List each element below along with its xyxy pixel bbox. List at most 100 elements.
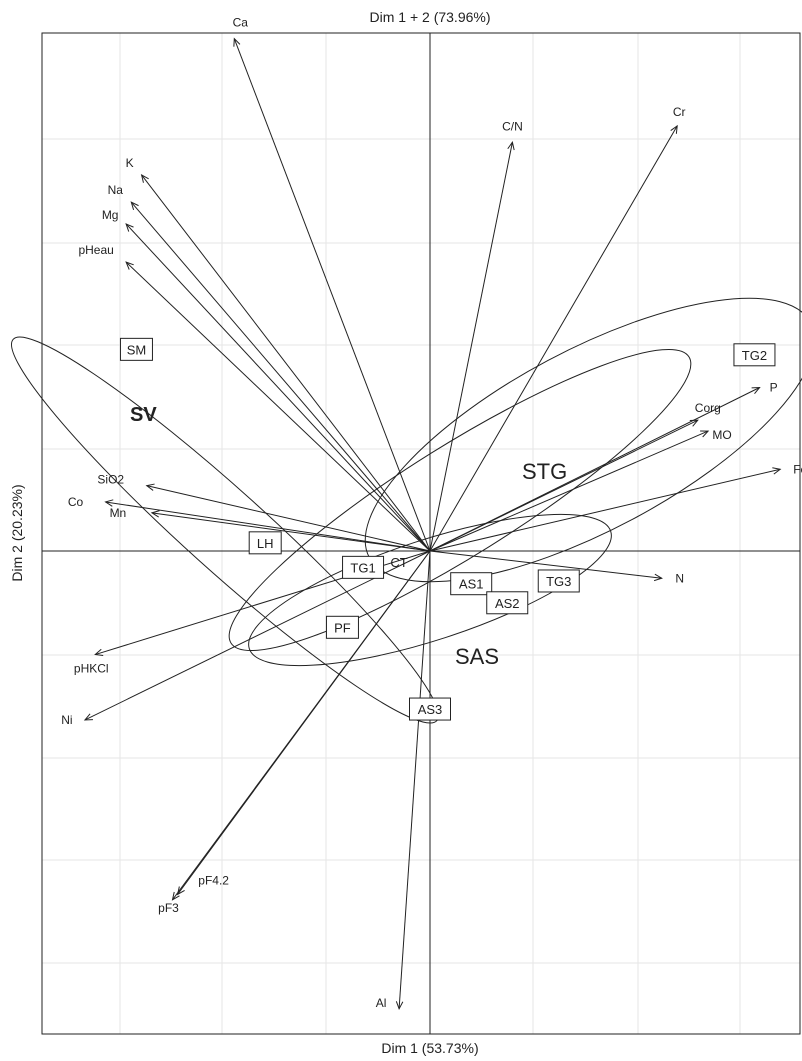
grid [42,33,800,1034]
group-box-lh [248,531,282,555]
arrowhead-fe [772,467,782,475]
arrow-mo [429,430,709,552]
variable-label-mo: MO [712,428,731,442]
arrowhead-mn [150,510,160,518]
group-tg1: TG1 [342,555,385,579]
cluster-label-sas: SAS [455,644,499,669]
group-as3: AS3 [409,697,451,721]
group-box-as1 [450,572,493,596]
variable-label-pheau: pHeau [78,243,113,257]
arrow-pheau [125,261,431,552]
arrow-na [130,201,431,552]
arrowhead-pf4-2 [176,886,185,896]
group-label-sm: SM [127,342,147,357]
group-box-sm [119,337,153,361]
arrow-ca [233,38,431,552]
group-as1: AS1 [450,572,493,596]
group-tg3: TG3 [537,569,580,593]
group-box-tg2 [733,343,776,367]
variable-label-mg: Mg [102,208,119,222]
variable-label-na: Na [108,183,124,197]
variable-label-al: Al [376,996,387,1010]
group-sm: SM [119,337,153,361]
arrowhead-p [751,386,761,394]
arrow-sio2 [146,485,431,552]
arrowhead-co [104,499,114,507]
group-lh: LH [248,531,282,555]
group-label-as3: AS3 [418,702,443,717]
arrow-pf3 [172,550,431,901]
arrow-k [141,174,431,552]
group-box-as2 [486,591,529,615]
arrowhead-mg [125,223,134,232]
arrowhead-k [140,173,149,183]
variable-label-mn: Mn [110,506,127,520]
variable-label-cr: Cr [673,105,686,119]
variable-label-co: Co [68,495,84,509]
variable-label-phkcl: pHKCl [74,662,109,676]
arrow-mg [125,223,431,552]
cluster-label-sv: SV [130,404,157,426]
plot-frame [41,32,801,1035]
arrow-n [429,550,662,579]
arrow-corg [429,419,699,552]
variable-label-p: P [770,381,778,395]
arrowhead-c-n [507,141,515,151]
arrowhead-sio2 [145,483,155,491]
cluster-label-stg: STG [522,459,567,484]
arrow-c-n [429,142,513,552]
group-labels: SM TG2 LH TG1 CT AS1 TG3 AS2 PF AS3 [119,337,776,721]
arrow-ni [84,550,431,721]
group-label-tg2: TG2 [742,348,767,363]
group-box-pf [325,615,359,639]
variable-label-fe: Fe [793,462,802,476]
arrowhead-al [395,1001,404,1011]
group-pf: PF [325,615,359,639]
ellipse-sv [11,336,439,724]
group-label-tg1: TG1 [350,560,375,575]
x-axis-label: Dim 1 (53.73%) [381,1040,478,1056]
group-box-tg1 [342,555,385,579]
variable-label-pf3: pF3 [158,901,179,915]
group-label-ct: CT [390,555,407,570]
variable-label-ca: Ca [233,16,249,30]
group-label-as1: AS1 [459,577,484,592]
arrowhead-corg [689,419,699,427]
variable-label-pf4-2: pF4.2 [198,873,229,887]
group-as2: AS2 [486,591,529,615]
arrowhead-phkcl [94,648,104,657]
arrow-cr [429,125,678,552]
y-axis-label: Dim 2 (20.23%) [9,484,25,581]
arrowhead-pheau [125,261,134,270]
arrowhead-ca [233,37,241,47]
ellipse-sas [248,513,612,667]
ellipse-stg-inner [228,349,692,651]
group-label-pf: PF [334,620,351,635]
arrowhead-n [653,573,663,582]
arrow-fe [429,468,781,552]
group-label-as2: AS2 [495,596,520,611]
arrow-mn [151,512,431,552]
variable-label-sio2: SiO2 [97,473,124,487]
variable-label-ni: Ni [61,713,72,727]
arrow-co [105,501,431,552]
variable-label-k: K [126,156,134,170]
arrowhead-cr [670,124,678,134]
variable-arrows: Ca C/N Cr KNa Mg pHeau P Corg MO Fe SiO2 Co Mn NpHKCl… [61,16,802,1011]
variable-label-corg: Corg [695,401,721,415]
variable-label-n: N [675,571,684,585]
arrowhead-ni [83,713,93,721]
group-label-lh: LH [257,536,274,551]
arrowhead-na [130,201,139,211]
group-box-as3 [409,697,451,721]
chart-title: Dim 1 + 2 (73.96%) [370,9,491,25]
group-box-tg3 [537,569,580,593]
variable-label-c-n: C/N [502,119,523,133]
arrowhead-pf3 [171,891,180,901]
group-ct: CT [390,555,407,570]
group-label-tg3: TG3 [546,574,571,589]
group-tg2: TG2 [733,343,776,367]
arrow-al [398,550,431,1009]
arrowhead-mo [700,430,710,438]
